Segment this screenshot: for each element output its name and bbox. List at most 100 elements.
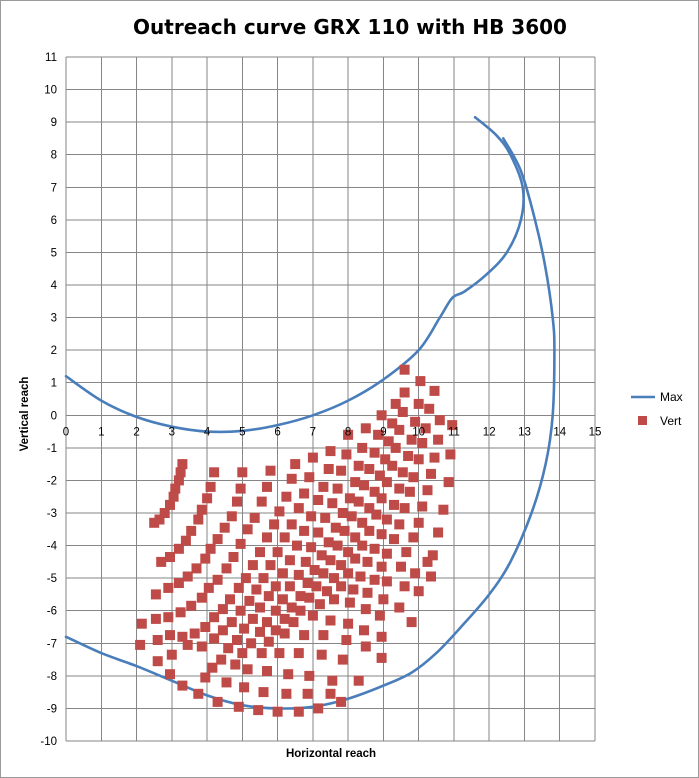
vert-point — [272, 547, 283, 558]
vert-point — [299, 525, 310, 536]
vert-point — [313, 495, 324, 505]
y-tick-label: -10 — [40, 736, 57, 748]
vert-point — [237, 648, 248, 659]
y-tick-label: -7 — [47, 638, 57, 650]
x-tick-label: 5 — [239, 426, 245, 438]
vert-point — [304, 592, 315, 603]
vert-point — [175, 467, 186, 478]
vert-point — [186, 525, 197, 536]
vert-point — [343, 618, 354, 629]
vert-point — [316, 550, 327, 561]
vert-point — [300, 556, 311, 567]
series-max-line — [64, 116, 556, 710]
legend-vert-label: Vert — [660, 414, 682, 428]
vert-point — [369, 447, 380, 458]
vert-point — [429, 452, 440, 463]
vert-point — [443, 477, 454, 488]
vert-point — [279, 532, 290, 543]
vert-point — [408, 532, 419, 543]
vert-point — [359, 480, 369, 491]
vert-point — [288, 617, 299, 628]
x-tick-label: 2 — [133, 426, 139, 438]
vert-point — [212, 574, 223, 585]
vert-point — [152, 656, 163, 667]
vert-point — [182, 639, 193, 650]
vert-point — [359, 625, 369, 636]
vert-point — [329, 594, 339, 605]
x-axis-label: Horizontal reach — [286, 748, 376, 760]
vert-point — [240, 573, 251, 584]
vert-point — [279, 613, 290, 624]
vert-point — [247, 613, 258, 624]
vert-point — [173, 578, 184, 588]
vert-point — [401, 547, 412, 558]
y-tick-label: 6 — [51, 215, 57, 227]
vert-point — [249, 512, 260, 523]
x-tick-label: 7 — [310, 426, 316, 438]
vert-point — [410, 416, 421, 427]
vert-point — [396, 561, 406, 572]
vert-point — [399, 503, 410, 514]
vert-point — [274, 506, 285, 517]
vert-point — [322, 586, 332, 597]
vert-point — [399, 387, 410, 398]
vert-point — [168, 491, 179, 502]
vert-point — [413, 517, 424, 528]
vert-point — [389, 499, 399, 510]
vert-point — [376, 561, 387, 572]
x-tick-label: 9 — [380, 426, 386, 438]
vert-point — [353, 460, 364, 471]
vert-point — [332, 483, 343, 494]
vert-point — [255, 626, 265, 637]
legend-vert-swatch — [638, 416, 647, 425]
vert-point — [247, 560, 258, 571]
vert-point — [242, 664, 253, 675]
y-tick-label: -5 — [47, 573, 57, 585]
vert-point — [152, 635, 163, 645]
vert-point — [244, 595, 255, 606]
vert-point — [270, 581, 281, 592]
vert-point — [274, 648, 285, 659]
vert-point — [256, 648, 267, 659]
vert-point — [165, 552, 175, 562]
vert-point — [165, 630, 175, 641]
vert-point — [223, 643, 234, 654]
vert-point — [270, 605, 281, 616]
vert-point — [182, 571, 193, 582]
vert-point — [163, 612, 174, 623]
chart-title: Outreach curve GRX 110 with HB 3600 — [133, 15, 567, 39]
vert-point — [343, 547, 354, 558]
vert-point — [325, 615, 336, 626]
vert-point — [180, 535, 191, 546]
x-tick-label: 10 — [412, 426, 425, 438]
vert-point — [293, 569, 304, 580]
vert-point — [263, 636, 274, 647]
x-tick-label: 13 — [518, 426, 531, 438]
vert-point — [362, 556, 373, 567]
vert-point — [399, 581, 410, 592]
vert-point — [353, 675, 364, 686]
vert-point — [262, 617, 272, 628]
vert-point — [408, 472, 419, 483]
y-tick-label: -4 — [47, 541, 58, 553]
vert-point — [255, 547, 265, 558]
vert-point — [357, 442, 368, 453]
vert-point — [306, 511, 317, 522]
y-tick-label: 1 — [51, 378, 57, 390]
vert-point — [413, 454, 424, 465]
vert-point — [343, 568, 354, 579]
vert-point — [221, 563, 232, 574]
vert-point — [394, 424, 405, 435]
vert-point — [399, 364, 410, 375]
y-tick-label: -6 — [47, 606, 57, 618]
vert-point — [376, 652, 387, 663]
vert-point — [371, 509, 382, 520]
vert-point — [173, 543, 184, 554]
vert-point — [330, 522, 341, 533]
vert-point — [344, 493, 355, 504]
vert-point — [420, 423, 431, 434]
vert-point — [318, 630, 329, 641]
vert-point — [212, 696, 223, 707]
